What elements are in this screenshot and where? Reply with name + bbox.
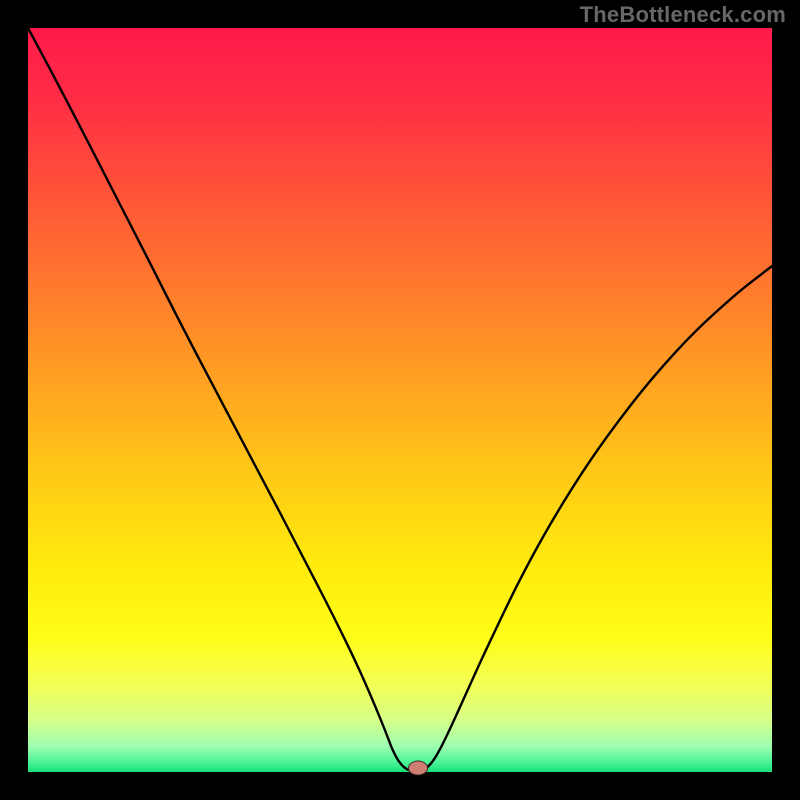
optimal-point-marker bbox=[408, 760, 428, 775]
plot-area bbox=[28, 28, 772, 772]
chart-container: TheBottleneck.com bbox=[0, 0, 800, 800]
watermark-label: TheBottleneck.com bbox=[580, 2, 786, 28]
bottleneck-curve bbox=[28, 28, 772, 772]
